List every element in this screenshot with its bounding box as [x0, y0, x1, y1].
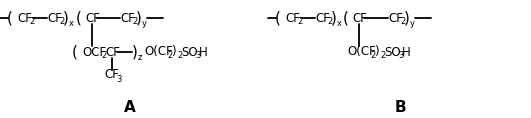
Text: 2: 2	[400, 17, 405, 27]
Text: CF: CF	[285, 11, 300, 25]
Text: CF: CF	[85, 11, 100, 25]
Text: 2: 2	[132, 17, 137, 27]
Text: 2: 2	[101, 51, 106, 61]
Text: y: y	[142, 19, 147, 27]
Text: ): )	[331, 11, 337, 25]
Text: OCF: OCF	[82, 46, 106, 59]
Text: 2: 2	[297, 17, 302, 27]
Text: 2: 2	[177, 51, 182, 61]
Text: z: z	[138, 53, 142, 61]
Text: (: (	[275, 11, 281, 25]
Text: SO: SO	[384, 46, 400, 59]
Text: (: (	[343, 11, 349, 25]
Text: CF: CF	[352, 11, 367, 25]
Text: x: x	[337, 19, 342, 27]
Text: B: B	[394, 101, 406, 116]
Text: 3: 3	[195, 51, 200, 61]
Text: SO: SO	[181, 46, 198, 59]
Text: 2: 2	[59, 17, 64, 27]
Text: ): )	[132, 44, 138, 59]
Text: ): )	[374, 46, 379, 59]
Text: 3: 3	[398, 51, 404, 61]
Text: ): )	[171, 46, 176, 59]
Text: H: H	[199, 46, 208, 59]
Text: O(CF: O(CF	[144, 46, 173, 59]
Text: ): )	[63, 11, 69, 25]
Text: CF: CF	[388, 11, 403, 25]
Text: A: A	[124, 101, 136, 116]
Text: ): )	[136, 11, 142, 25]
Text: 3: 3	[116, 74, 122, 84]
Text: CF: CF	[315, 11, 330, 25]
Text: 2: 2	[370, 51, 375, 61]
Text: CF: CF	[120, 11, 135, 25]
Text: (: (	[76, 11, 82, 25]
Text: x: x	[69, 19, 74, 27]
Text: y: y	[410, 19, 415, 27]
Text: (: (	[7, 11, 13, 25]
Text: (: (	[72, 44, 78, 59]
Text: H: H	[402, 46, 411, 59]
Text: 2: 2	[29, 17, 35, 27]
Text: CF: CF	[47, 11, 62, 25]
Text: 2: 2	[327, 17, 332, 27]
Text: 2: 2	[380, 51, 386, 61]
Text: ): )	[404, 11, 410, 25]
Text: CF: CF	[104, 69, 119, 82]
Text: 2: 2	[167, 51, 172, 61]
Text: CF: CF	[17, 11, 32, 25]
Text: CF: CF	[105, 46, 120, 59]
Text: O(CF: O(CF	[347, 46, 376, 59]
